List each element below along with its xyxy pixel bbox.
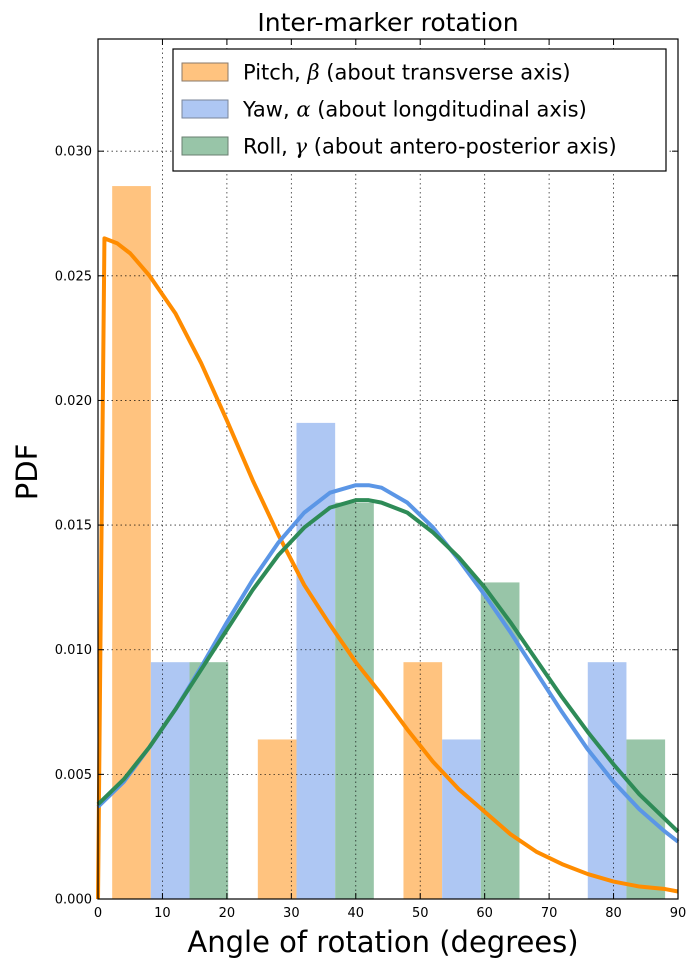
y-tick-label: 0.015 [55, 519, 92, 534]
ticks-layer: 0 10 20 30 40 50 60 70 80 90 0.000 0.005 0.010 0.015 0… [55, 39, 686, 921]
legend: Pitch, β (about transverse axis) Yaw, α (… [172, 48, 667, 172]
y-tick-label: 0.010 [55, 643, 92, 658]
y-tick-label: 0.025 [55, 269, 92, 284]
x-axis-label: Angle of rotation (degrees) [187, 925, 578, 959]
chart-title: Inter-marker rotation [257, 8, 518, 37]
x-tick-label: 50 [412, 906, 429, 921]
pdf-curve-roll [96, 498, 680, 834]
x-tick-label: 60 [476, 906, 493, 921]
bar-roll-0 [189, 662, 229, 899]
x-tick-label: 40 [348, 906, 365, 921]
x-tick-label: 80 [605, 906, 622, 921]
bar-roll-1 [335, 502, 374, 899]
lines-layer [96, 236, 680, 900]
bar-yaw-2 [442, 739, 481, 899]
x-tick-label: 0 [94, 906, 102, 921]
y-tick-label: 0.030 [55, 145, 92, 160]
bar-pitch-1 [257, 739, 297, 899]
bar-roll-3 [626, 739, 666, 899]
y-tick-label: 0.020 [55, 394, 92, 409]
y-tick-label: 0.005 [55, 768, 92, 783]
bar-yaw-3 [587, 662, 627, 899]
legend-swatch-0 [181, 62, 229, 82]
bar-yaw-0 [150, 662, 190, 899]
bar-pitch-2 [403, 662, 443, 899]
legend-swatch-1 [181, 99, 229, 119]
x-tick-label: 90 [670, 906, 687, 921]
x-tick-label: 30 [283, 906, 300, 921]
bar-pitch-0 [112, 186, 151, 900]
legend-box [172, 48, 667, 172]
x-tick-label: 70 [541, 906, 558, 921]
legend-swatch-2 [181, 136, 229, 156]
grid-layer [98, 39, 678, 899]
pdf-curve-pitch [96, 236, 679, 900]
y-axis-label: PDF [10, 444, 44, 501]
y-tick-label: 0.000 [55, 893, 92, 908]
legend-label-1: Yaw, α (about longditudinal axis) [242, 98, 587, 122]
x-tick-label: 10 [154, 906, 171, 921]
legend-label-0: Pitch, β (about transverse axis) [243, 61, 571, 85]
bars-layer [112, 186, 666, 900]
legend-label-2: Roll, γ (about antero-posterior axis) [243, 135, 617, 159]
plot-frame [97, 38, 679, 900]
x-tick-label: 20 [219, 906, 236, 921]
